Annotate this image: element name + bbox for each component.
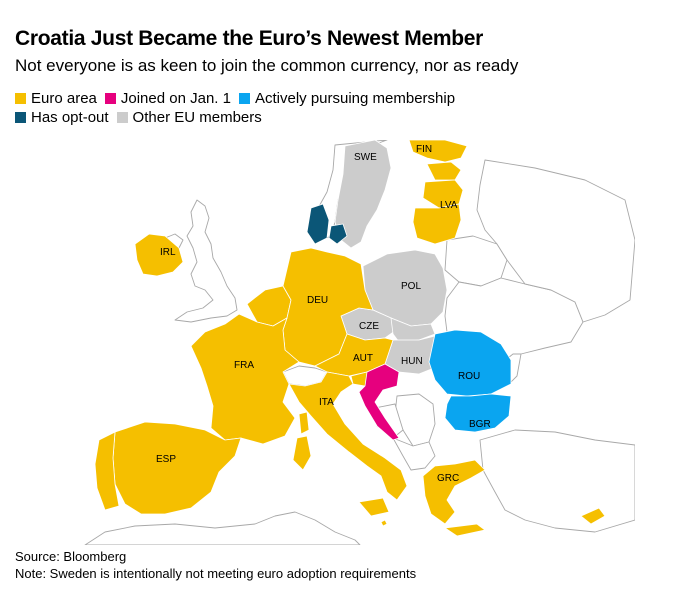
land-africa [84,511,361,545]
country-ita-sardinia [292,435,312,471]
legend-swatch-other-eu [116,112,128,123]
joined-jan-1 [358,363,400,441]
legend-swatch-euro-area [15,93,26,104]
legend-item-joined: Joined on Jan. 1 [104,90,231,107]
europe-map: SWE FIN LVA IRL DEU POL CZE AUT HUN FRA … [84,140,635,545]
country-cyp [580,507,606,525]
legend-item-other-eu: Other EU members [116,109,262,126]
country-fra [190,313,300,445]
country-srb [394,393,436,447]
legend-item-opt-out: Has opt-out [15,109,109,126]
country-tur [479,429,635,533]
country-ita-sicily [358,497,390,517]
country-esp [112,421,242,515]
label-hun: HUN [401,356,423,367]
legend-label-joined: Joined on Jan. 1 [120,90,231,107]
label-esp: ESP [156,454,176,465]
country-grc [422,459,486,525]
legend-row-2: Has opt-out Other EU members [15,109,270,126]
legend-row-1: Euro area Joined on Jan. 1 Actively purs… [15,90,463,107]
label-fra: FRA [234,360,254,371]
legend-label-opt-out: Has opt-out [31,109,109,126]
label-deu: DEU [307,295,328,306]
legend-label-euro-area: Euro area [31,90,97,107]
label-fin: FIN [416,144,432,155]
label-irl: IRL [160,247,176,258]
country-ltu [412,203,462,245]
source-note: Source: Bloomberg [15,549,127,564]
label-aut: AUT [353,353,373,364]
label-cze: CZE [359,321,379,332]
legend-swatch-pursuing [238,93,250,104]
legend-swatch-joined [104,93,116,104]
country-grc-crete [444,523,486,537]
other-eu-members [334,140,448,375]
chart-title: Croatia Just Became the Euro’s Newest Me… [15,27,484,50]
country-fin [408,140,468,163]
label-bgr: BGR [469,419,491,430]
country-svk [390,317,436,343]
country-mne-alb-mkd [392,437,436,471]
legend-item-euro-area: Euro area [15,90,97,107]
legend-item-pursuing: Actively pursuing membership [238,90,456,107]
country-irl [134,233,184,277]
actively-pursuing [428,329,512,433]
country-hrv [358,363,400,441]
country-fra-corsica [298,411,310,435]
label-grc: GRC [437,473,459,484]
country-prt [94,431,120,511]
country-bgr [444,393,512,433]
country-swe [334,140,392,249]
euro-area [94,140,606,537]
label-ita: ITA [319,397,334,408]
legend-swatch-opt-out [15,112,26,123]
label-pol: POL [401,281,421,292]
country-gbr [174,199,238,323]
country-est [426,161,462,181]
country-mlt [380,519,388,527]
legend-label-other-eu: Other EU members [132,109,262,126]
opt-out [306,203,348,245]
footnote: Note: Sweden is intentionally not meetin… [15,566,417,581]
label-lva: LVA [440,200,458,211]
legend-label-pursuing: Actively pursuing membership [254,90,456,107]
label-rou: ROU [458,371,480,382]
country-dnk [306,203,330,245]
country-rou [428,329,512,397]
country-rus [476,159,635,323]
country-dnk-islands [328,223,348,245]
label-swe: SWE [354,152,377,163]
country-ita [288,371,408,501]
country-labels: SWE FIN LVA IRL DEU POL CZE AUT HUN FRA … [156,144,491,484]
chart-subtitle: Not everyone is as keen to join the comm… [15,56,519,75]
